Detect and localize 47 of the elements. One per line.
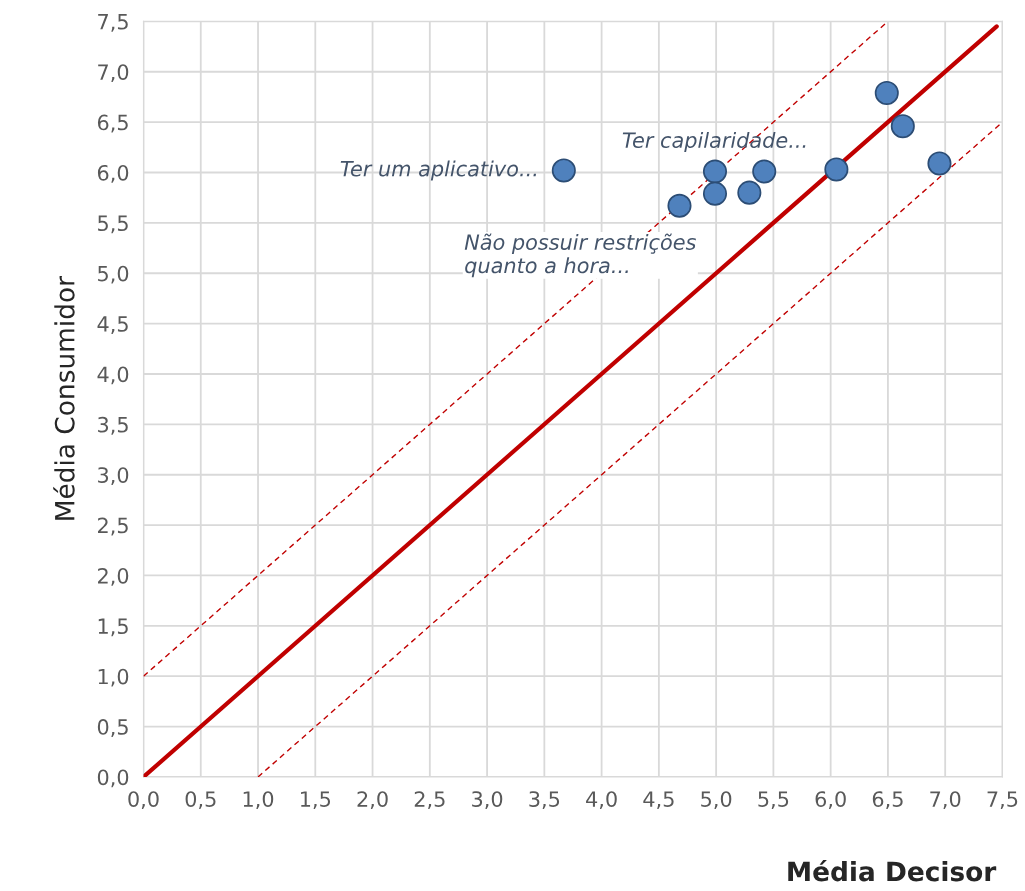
y-tick-label: 0,5 [97,719,128,737]
x-tick-label: 6,5 [872,791,903,810]
point [551,158,576,183]
y-tick-label: 6,0 [97,164,129,183]
x-tick-label: 2,0 [357,791,388,810]
point [737,180,762,205]
x-tick-label: 6,0 [815,791,846,810]
point [702,159,728,184]
x-tick-label: 1,5 [301,791,331,810]
x-tick-label: 0,5 [185,791,216,810]
point [667,193,692,218]
x-tick-label: 4,5 [643,791,674,810]
x-tick-label: 7,0 [930,791,961,810]
x-tick-label: 3,5 [529,791,560,810]
x-tick-label: 2,5 [414,791,445,810]
y-tick-label: 4,5 [97,316,128,334]
x-tick-label: 0,0 [128,791,159,810]
annotation: Ter capilaridade... [622,131,806,153]
y-tick-label: 1,5 [98,618,128,637]
x-tick-label: 1,0 [243,791,274,810]
x-tick-label: 7,5 [987,791,1018,810]
x-axis-title: Média Decisor [788,859,997,882]
point [702,181,728,206]
annotation: Não possuir restrições quanto a hora... [464,233,696,278]
y-tick-label: 5,5 [98,215,128,234]
point [927,151,952,176]
y-tick-label: 2,5 [98,517,128,536]
point [824,157,849,182]
x-tick-label: 5,5 [758,791,789,810]
y-axis-title: Média Consumidor [53,276,75,520]
x-tick-label: 4,0 [586,791,617,810]
y-tick-label: 0,0 [97,769,129,788]
y-tick-label: 6,5 [97,114,128,133]
point [752,159,777,184]
y-tick-label: 5,0 [98,265,129,284]
point [874,80,899,105]
annotation: Ter um aplicativo... [340,160,537,181]
y-tick-label: 3,5 [98,416,128,435]
y-tick-label: 7,5 [98,14,128,32]
y-tick-label: 3,0 [98,467,129,486]
x-tick-label: 3,0 [472,791,503,810]
y-tick-label: 1,0 [98,668,129,687]
y-tick-label: 2,0 [98,567,129,586]
y-tick-label: 4,0 [97,366,129,385]
point [890,114,915,139]
x-tick-label: 5,0 [701,791,732,810]
y-tick-label: 7,0 [98,64,129,83]
